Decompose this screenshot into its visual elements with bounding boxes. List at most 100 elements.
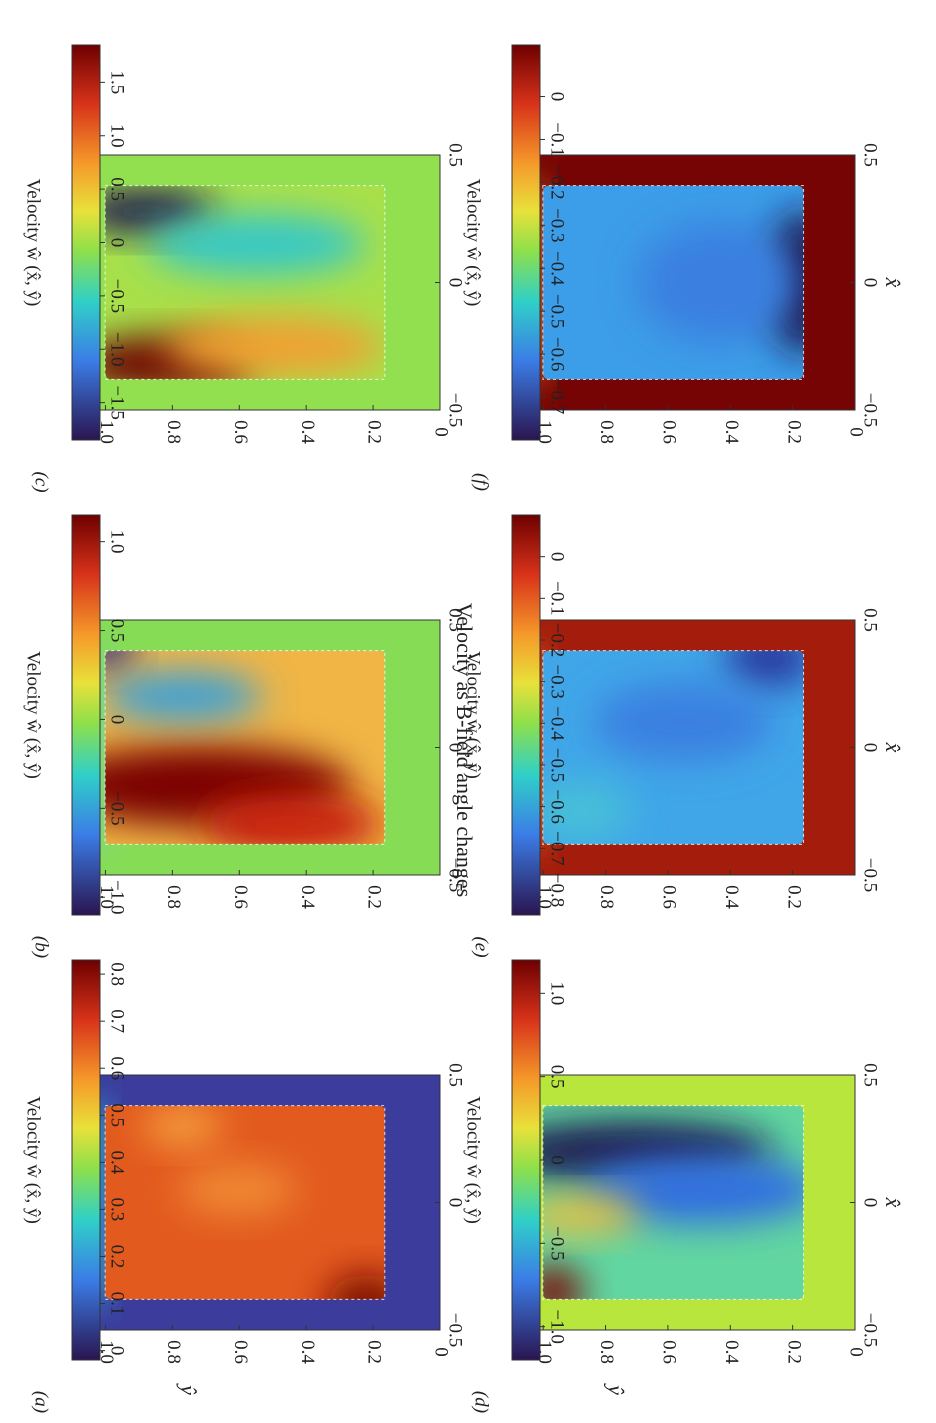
region-outline — [104, 1105, 386, 1300]
x-tick-label: −0.5 — [445, 1313, 466, 1347]
y-tick-label: 0.4 — [721, 420, 742, 444]
panel: 00.20.40.60.81.0−0.500.500.10.20.30.40.5… — [23, 959, 466, 1413]
field-blob — [105, 671, 263, 722]
colorbar-label: Velocity ŵ (x̂, ŷ) — [23, 651, 44, 779]
colorbar-tick-label: −0.1 — [547, 122, 568, 156]
inner-field — [542, 650, 804, 845]
colorbar — [71, 514, 101, 916]
x-tick-label: 0 — [860, 1198, 881, 1208]
colorbar-tick-label: 0.5 — [107, 177, 128, 201]
field-blob — [763, 212, 804, 353]
colorbar-tick-label: 1.5 — [107, 70, 128, 94]
colorbar-label: Velocity ŵ (x̂, ŷ) — [463, 1096, 484, 1224]
panel: 00.20.40.60.81.0−0.500.51.51.00.50−0.5−1… — [23, 44, 466, 493]
inner-field — [105, 650, 385, 845]
colorbar-tick-label: −1.0 — [107, 880, 128, 914]
x-tick-label: 0.5 — [445, 1063, 466, 1087]
y-tick-label: 1.0 — [96, 1340, 117, 1364]
field-blob — [202, 794, 383, 845]
field-blob — [146, 214, 366, 275]
colorbar-tick-label: 1.0 — [107, 124, 128, 148]
x-tick-label: 0.5 — [860, 143, 881, 167]
x-axis-label: x̂ — [881, 1197, 906, 1208]
x-axis-label: x̂ — [881, 277, 906, 288]
field-blob — [542, 781, 631, 842]
y-tick-label: 0.8 — [163, 1340, 184, 1364]
panel-label: (a) — [31, 1391, 52, 1413]
y-tick-label: 0.8 — [596, 1340, 617, 1364]
colorbar-tick-label: −0.5 — [547, 1226, 568, 1260]
x-tick-label: 0 — [860, 743, 881, 753]
colorbar-tick-label: −1.5 — [107, 385, 128, 419]
x-axis-label: x̂ — [881, 742, 906, 753]
colorbar-tick-label: 0 — [107, 715, 128, 725]
colorbar-tick-label: 0.2 — [107, 1245, 128, 1269]
y-tick-label: 0.2 — [364, 885, 385, 909]
x-tick-label: −0.5 — [860, 858, 881, 892]
figure-title: Velocity as B-field angle changes — [452, 603, 477, 897]
colorbar-tick-label: 0.5 — [547, 1065, 568, 1089]
x-tick-label: 0.5 — [860, 608, 881, 632]
heatmap — [72, 1075, 440, 1330]
colorbar-tick-label: 0.7 — [107, 1009, 128, 1033]
x-tick-label: −0.5 — [445, 393, 466, 427]
y-tick-label: 0.8 — [596, 420, 617, 444]
y-tick-label: 0.2 — [364, 1340, 385, 1364]
x-tick-label: 0.5 — [445, 143, 466, 167]
panel: 0.20.40.60.81.0−0.500.50−0.1−0.2−0.3−0.4… — [463, 514, 906, 958]
colorbar-tick-label: 1.0 — [107, 530, 128, 554]
inner-field — [542, 1105, 804, 1300]
colorbar — [71, 959, 101, 1361]
y-tick-label: 0 — [431, 427, 452, 437]
panel: 0.2 0.4 0.6 0.8 1.0 −0.5 0 0.5 1.0 0.5 0 −0.5 −1.0 Ve… — [23, 514, 466, 958]
region-outline — [542, 1105, 805, 1300]
field-blob — [724, 650, 804, 689]
heatmap — [72, 155, 440, 410]
y-tick-label: 0.6 — [230, 420, 251, 444]
colorbar — [511, 44, 541, 441]
y-tick-label: 0.6 — [659, 885, 680, 909]
y-axis-label: ŷ — [176, 1383, 201, 1395]
y-tick-label: 0.6 — [659, 1340, 680, 1364]
colorbar-tick-label: 0.8 — [107, 962, 128, 986]
y-tick-label: 0 — [846, 1347, 867, 1357]
colorbar-tick-label: −0.5 — [107, 791, 128, 825]
y-tick-label: 0.2 — [364, 420, 385, 444]
x-tick-label: −0.5 — [860, 393, 881, 427]
colorbar — [511, 514, 541, 916]
y-tick-label: 0.2 — [783, 885, 804, 909]
x-tick-label: 0 — [445, 743, 466, 753]
field-blob — [142, 1106, 223, 1146]
panel-label: (f) — [471, 473, 492, 491]
x-tick-label: 0 — [445, 278, 466, 288]
colorbar-tick-label: 0 — [547, 92, 568, 102]
y-tick-label: 0.8 — [163, 885, 184, 909]
y-tick-label: 1.0 — [96, 885, 117, 909]
y-tick-label: 0.6 — [230, 1340, 251, 1364]
inner-field — [542, 185, 804, 380]
field-blob — [177, 1164, 298, 1215]
y-tick-label: 0.8 — [163, 420, 184, 444]
colorbar-tick-label: −0.4 — [547, 706, 568, 741]
colorbar-tick-label: 1.0 — [547, 981, 568, 1005]
y-tick-label: 0.4 — [721, 1340, 742, 1364]
y-tick-label: 0.6 — [659, 420, 680, 444]
colorbar-tick-label: 0 — [547, 1155, 568, 1165]
colorbar-tick-label: −1.0 — [547, 1309, 568, 1343]
heatmap — [72, 620, 440, 875]
panel: 00.20.40.60.81.0−0.500.51.00.50−0.5−1.0V… — [463, 959, 906, 1413]
field-blob — [637, 222, 798, 343]
panel-label: (e) — [471, 936, 492, 957]
colorbar-tick-label: −0.7 — [547, 831, 568, 865]
panel-label: (b) — [31, 936, 52, 958]
colorbar-tick-label: −0.5 — [547, 748, 568, 782]
y-tick-label: 0.4 — [721, 885, 742, 909]
colorbar-label: Velocity ŵ (x̂, ŷ) — [23, 179, 44, 307]
colorbar-tick-label: −0.5 — [547, 294, 568, 328]
panel-label: (d) — [471, 1391, 492, 1413]
colorbar-tick-label: 0 — [107, 1346, 128, 1356]
panel: 00.20.40.60.81.0−0.500.50−0.1−0.2−0.3−0.… — [463, 44, 906, 491]
field-blob — [105, 189, 216, 234]
colorbar-tick-label: −0.7 — [547, 380, 568, 414]
